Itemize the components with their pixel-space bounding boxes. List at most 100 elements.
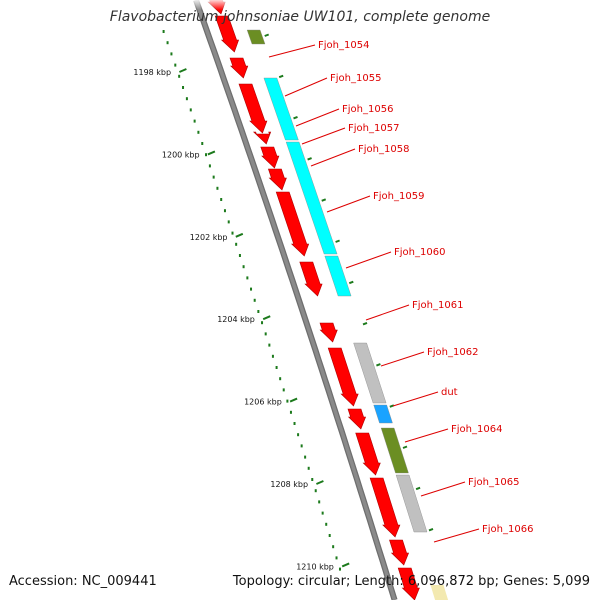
- cog-feature-olive: [380, 427, 409, 474]
- scale-tick-label: 1202 kbp: [190, 233, 228, 242]
- scale-dot: [253, 298, 256, 302]
- scale-dot: [162, 30, 165, 33]
- scale-dot: [325, 522, 328, 526]
- scale-dot: [311, 478, 314, 481]
- gene-label: Fjoh_1058: [358, 144, 409, 155]
- scale-dot: [257, 310, 260, 313]
- ring-tick: [264, 33, 270, 37]
- scale-dot: [307, 466, 310, 470]
- scale-tick: [289, 397, 298, 403]
- scale-dot: [314, 489, 317, 493]
- scale-dot: [300, 444, 303, 448]
- gene-label: Fjoh_1054: [318, 40, 369, 51]
- cds-feature: [214, 15, 240, 53]
- scale-dot: [304, 455, 307, 459]
- scale-dot: [246, 276, 249, 280]
- gene-leader-line: [326, 195, 371, 213]
- scale-tick: [207, 150, 216, 156]
- cog-feature-gray: [353, 342, 387, 404]
- scale-tick: [341, 562, 350, 568]
- cog-feature-blue: [373, 404, 393, 424]
- gene-label: Fjoh_1055: [330, 73, 381, 84]
- scale-dot: [212, 175, 215, 179]
- scale-tick: [235, 232, 244, 238]
- scale-tick-label: 1198 kbp: [133, 68, 171, 77]
- gene-leader-line: [420, 481, 466, 497]
- cds-feature: [229, 57, 249, 79]
- scale-dot: [335, 556, 338, 560]
- scale-dot: [231, 231, 234, 235]
- scale-dot: [321, 511, 324, 515]
- ring-tick: [415, 486, 421, 491]
- scale-dot: [286, 399, 289, 403]
- cds-feature: [260, 146, 280, 169]
- scale-dot: [282, 388, 285, 392]
- gene-leader-line: [433, 528, 480, 543]
- scale-dot: [205, 153, 208, 157]
- cds-feature: [397, 567, 420, 600]
- scale-tick-label: 1206 kbp: [244, 398, 282, 407]
- cds-feature: [319, 322, 338, 343]
- scale-dot: [216, 186, 219, 190]
- gene-leader-line: [365, 304, 410, 321]
- cds-feature: [252, 131, 272, 145]
- scale-dot: [328, 534, 331, 537]
- scale-dot: [293, 422, 296, 425]
- cds-feature: [299, 261, 323, 297]
- ring-tick: [335, 239, 340, 243]
- backbone-line: [194, 0, 397, 600]
- scale-dot: [271, 354, 274, 358]
- gene-label: Fjoh_1064: [451, 424, 502, 435]
- cog-feature-cyan: [285, 141, 338, 255]
- scale-dot: [264, 332, 267, 336]
- scale-dot: [182, 86, 185, 89]
- scale-dot: [297, 433, 300, 437]
- scale-dot: [238, 254, 241, 257]
- scale-tick-label: 1200 kbp: [162, 150, 200, 159]
- cds-feature: [327, 347, 359, 407]
- scale-dot: [289, 410, 292, 414]
- cds-feature: [347, 408, 367, 430]
- cog-feature-cyan: [263, 77, 299, 141]
- gene-label: dut: [441, 387, 458, 398]
- scale-tick: [179, 68, 187, 73]
- ring-tick: [307, 157, 312, 161]
- scale-dot: [197, 130, 200, 134]
- gene-leader-line: [380, 351, 425, 367]
- scale-dot: [189, 108, 192, 112]
- gene-label: Fjoh_1061: [412, 300, 463, 311]
- scale-dot: [174, 63, 177, 67]
- cog-feature-olive: [246, 29, 266, 45]
- scale-tick-label: 1210 kbp: [296, 562, 334, 571]
- gene-leader-line: [404, 428, 449, 443]
- gene-label: Fjoh_1056: [342, 104, 393, 115]
- gene-label: Fjoh_1057: [348, 123, 399, 134]
- cog-feature-yellow: [430, 585, 449, 600]
- scale-dot: [242, 265, 245, 269]
- gene-label: Fjoh_1059: [373, 191, 424, 202]
- scale-tick: [262, 315, 271, 321]
- scale-dot: [279, 377, 282, 381]
- gene-label: Fjoh_1062: [427, 347, 478, 358]
- map-title: Flavobacterium johnsoniae UW101, complet…: [109, 9, 491, 25]
- ring-tick: [428, 527, 434, 532]
- scale-dot: [220, 198, 223, 201]
- accession-text: Accession: NC_009441: [9, 574, 157, 589]
- cog-feature-cyan: [324, 255, 352, 297]
- scale-dot: [250, 287, 253, 291]
- gene-leader-line: [301, 127, 346, 145]
- scale-tick: [316, 480, 324, 485]
- cds-feature: [238, 83, 268, 134]
- scale-dot: [201, 142, 204, 145]
- gene-label: Fjoh_1066: [482, 524, 533, 535]
- scale-dot: [268, 343, 271, 347]
- scale-dot: [332, 545, 335, 549]
- scale-tick-label: 1204 kbp: [217, 315, 255, 324]
- cds-feature: [369, 477, 401, 538]
- cds-feature: [267, 168, 287, 191]
- gene-leader-line: [345, 251, 392, 269]
- scale-dot: [318, 500, 321, 504]
- ring-tick: [402, 445, 408, 449]
- scale-dot: [193, 119, 196, 123]
